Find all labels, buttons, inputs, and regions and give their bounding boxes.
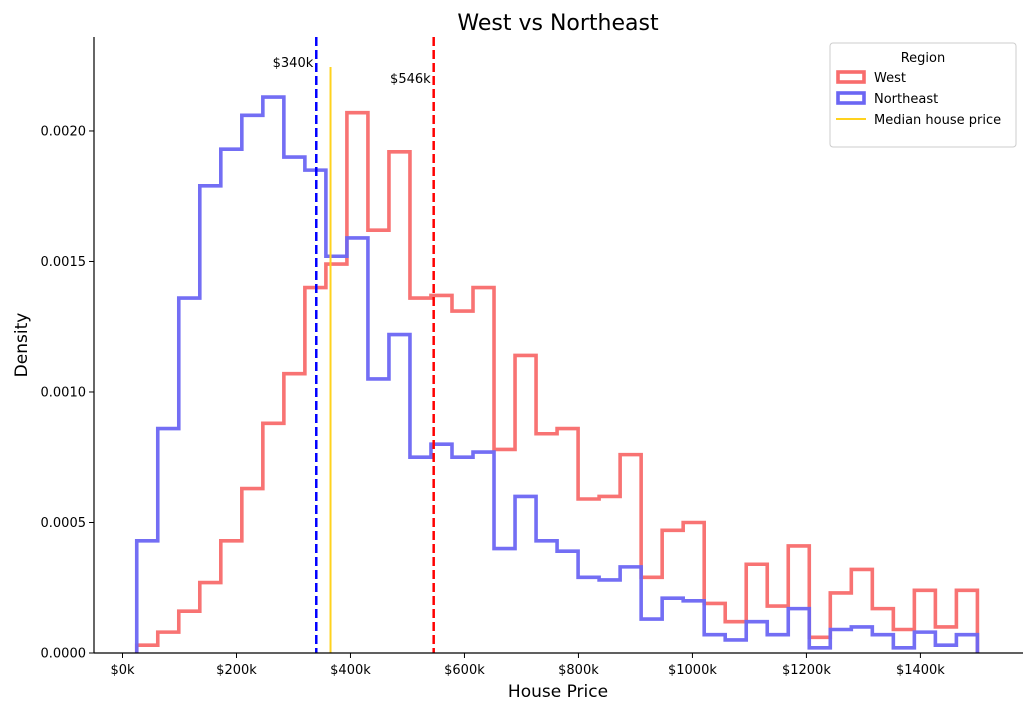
y-tick-label: 0.0020 <box>41 124 87 139</box>
x-tick-label: $200k <box>216 663 257 678</box>
series-northeast-histogram <box>134 95 980 653</box>
series-west-histogram <box>134 110 980 653</box>
chart-title: West vs Northeast <box>457 11 659 36</box>
y-axis: 0.0000 0.0005 0.0010 0.0015 0.0020 <box>41 37 95 662</box>
y-tick-label: 0.0000 <box>41 647 87 662</box>
y-tick-label: 0.0010 <box>41 385 87 400</box>
legend-swatch-west <box>836 70 866 84</box>
y-tick-label: 0.0015 <box>41 255 87 270</box>
legend-title: Region <box>901 51 946 66</box>
x-tick-label: $1000k <box>668 663 717 678</box>
legend-entry-label: Northeast <box>874 92 938 107</box>
plot-area: $340k $546k <box>134 37 980 653</box>
legend-box <box>829 42 1017 148</box>
legend-entry-label: West <box>874 71 906 86</box>
x-tick-label: $1400k <box>896 663 945 678</box>
x-tick-label: $400k <box>330 663 371 678</box>
y-axis-label: Density <box>12 313 32 378</box>
x-tick-label: $0k <box>110 663 135 678</box>
x-axis-label: House Price <box>508 682 608 702</box>
legend-entry-label: Median house price <box>874 113 1001 128</box>
legend: Region West Northeast Median house price <box>829 42 1017 148</box>
legend-swatch-northeast <box>836 91 866 105</box>
median-label-northeast: $340k <box>273 56 314 71</box>
x-tick-label: $800k <box>558 663 599 678</box>
x-tick-label: $1200k <box>782 663 831 678</box>
y-tick-label: 0.0005 <box>41 516 87 531</box>
median-label-west: $546k <box>390 72 431 87</box>
x-axis: $0k $200k $400k $600k $800k $1000k $1200k $1400… <box>94 652 1023 678</box>
x-tick-label: $600k <box>444 663 485 678</box>
